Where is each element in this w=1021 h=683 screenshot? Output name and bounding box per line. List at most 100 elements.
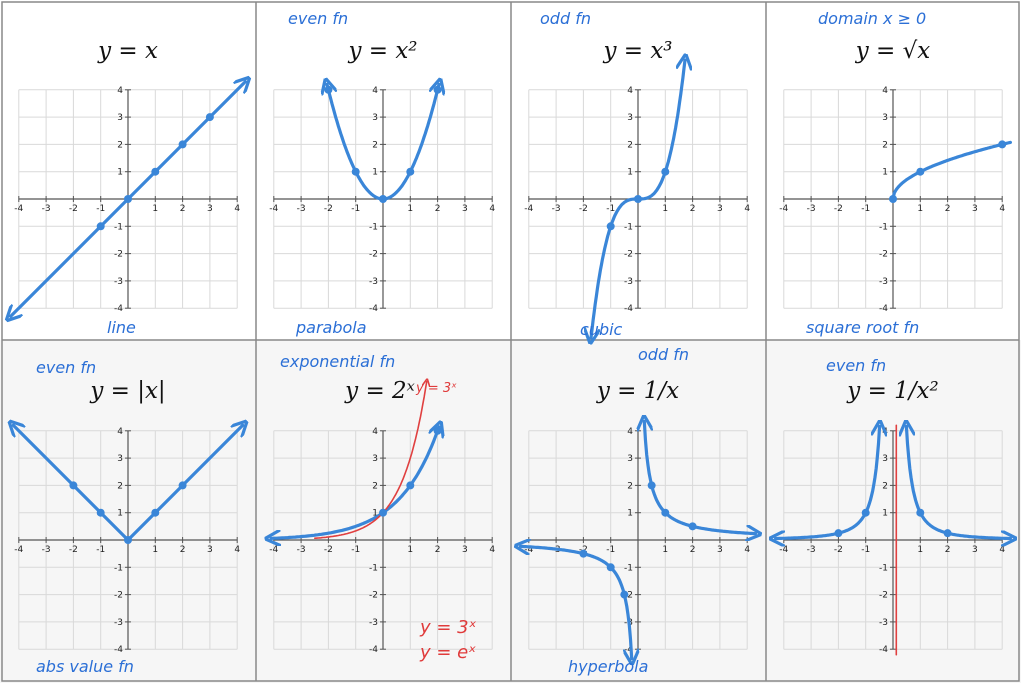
x-tick-label: 4 [999,204,1005,214]
chart-title: y = 1/x [596,378,679,404]
x-tick-label: 1 [407,545,413,555]
data-point [433,85,442,94]
x-tick-label: -1 [351,545,360,555]
y-tick-label: -2 [114,591,123,601]
data-point [916,508,925,517]
y-tick-label: 3 [117,113,123,123]
x-tick-label: 3 [717,204,723,214]
panel-y-equals-sqrt-x: -4 -3 -2 -1 1 2 3 4 -4 -3 -2 -1 1 2 3 4 y = √x domain x… [779,9,1012,337]
x-tick-label: -4 [14,545,23,555]
y-tick-label: -4 [114,304,123,314]
annotation-odd-fn: odd fn [540,9,591,28]
data-point [351,167,360,176]
x-tick-label: 1 [662,204,668,214]
y-tick-label: -1 [114,222,123,232]
panel-y-equals-x: -4 -3 -2 -1 1 2 3 4 -4 -3 -2 -1 1 2 3 4 y = x line [11,38,246,337]
data-point [606,222,615,231]
annotation-abs-value-fn: abs value fn [36,657,134,676]
x-tick-label: 3 [972,204,978,214]
data-point [579,549,588,558]
y-tick-label: 1 [117,168,123,178]
data-point [916,167,925,176]
annotation-hyperbola: hyperbola [568,657,648,676]
y-tick-label: -4 [369,645,378,655]
y-tick-label: -1 [879,563,888,573]
x-tick-label: 1 [662,545,668,555]
data-point [406,481,415,490]
y-tick-label: 3 [372,454,378,464]
x-tick-label: -2 [579,204,588,214]
x-tick-label: 4 [744,204,750,214]
chart-title: y = x³ [602,38,672,64]
x-tick-label: -2 [834,545,843,555]
y-tick-label: 2 [372,481,378,491]
graph-curve [776,426,880,538]
annotation-exponential-fn: exponential fn [280,352,395,371]
y-tick-label: -4 [114,645,123,655]
y-tick-label: -3 [879,618,888,628]
x-tick-label: -4 [269,204,278,214]
y-tick-label: -2 [369,591,378,601]
y-tick-label: 4 [117,86,123,96]
annotation-even-fn: even fn [288,9,348,28]
data-point [124,195,132,203]
y-tick-label: 1 [882,168,888,178]
x-tick-label: 3 [972,545,978,555]
y-tick-label: 4 [627,427,633,437]
y-tick-label: -3 [369,277,378,287]
data-point [433,426,442,435]
data-point [178,481,187,490]
y-tick-label: -3 [114,277,123,287]
graph-curve [906,426,1010,538]
data-point [96,222,105,231]
data-point [834,529,843,538]
data-point [889,195,897,203]
y-tick-label: 2 [882,140,888,150]
data-point [606,563,615,572]
y-tick-label: -4 [369,304,378,314]
y-tick-label: -1 [624,563,633,573]
x-tick-label: -1 [351,204,360,214]
y-tick-label: 4 [372,427,378,437]
x-tick-label: 4 [234,204,240,214]
y-tick-label: -2 [624,250,633,260]
y-tick-label: 2 [627,481,633,491]
x-tick-label: 4 [999,545,1005,555]
y-tick-label: 1 [117,509,123,519]
x-tick-label: -3 [297,204,306,214]
x-tick-label: 1 [917,545,923,555]
annotation-red-y-3x-top: y = 3ˣ [415,381,457,396]
y-tick-label: 4 [882,86,888,96]
x-tick-label: 4 [489,204,495,214]
x-tick-label: -1 [606,204,615,214]
x-tick-label: -4 [779,545,788,555]
y-tick-label: -1 [624,222,633,232]
data-point [661,508,670,517]
y-tick-label: 4 [117,427,123,437]
annotation-parabola: parabola [295,318,367,337]
y-tick-label: 2 [117,481,123,491]
y-tick-label: 4 [627,86,633,96]
y-tick-label: -4 [624,304,633,314]
x-tick-label: -3 [807,204,816,214]
y-tick-label: 3 [372,113,378,123]
x-tick-label: -3 [807,545,816,555]
chart-title: y = |x| [89,378,165,404]
data-point [620,590,629,599]
y-tick-label: -2 [879,591,888,601]
x-tick-label: 3 [717,545,723,555]
x-tick-label: -4 [14,204,23,214]
annotation-cubic: cubic [580,320,623,339]
data-point [861,508,870,517]
x-tick-label: 1 [152,545,158,555]
